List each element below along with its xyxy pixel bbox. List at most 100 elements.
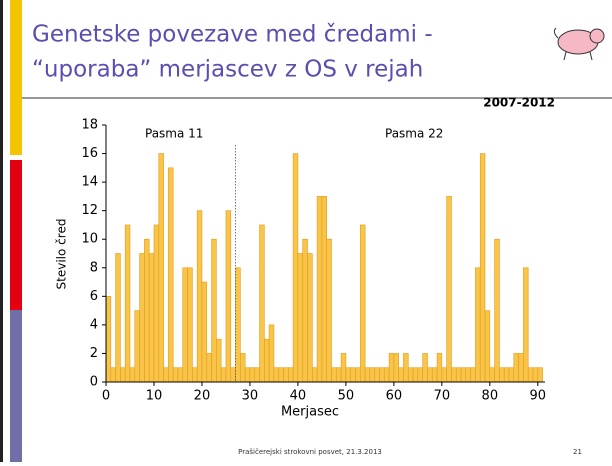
x-tick-label: 90 bbox=[530, 389, 547, 404]
bar bbox=[432, 368, 437, 382]
bar bbox=[245, 368, 250, 382]
bar bbox=[188, 268, 193, 382]
bar bbox=[279, 368, 284, 382]
y-tick-label: 2 bbox=[90, 346, 98, 361]
bar bbox=[221, 368, 226, 382]
bar bbox=[384, 368, 389, 382]
bar bbox=[192, 368, 197, 382]
bar bbox=[125, 225, 130, 382]
title-line: Genetske povezave med čredami - bbox=[32, 22, 433, 48]
bar bbox=[284, 368, 289, 382]
bar bbox=[355, 368, 360, 382]
bar bbox=[466, 368, 471, 382]
y-tick-label: 4 bbox=[90, 317, 98, 332]
bar bbox=[236, 268, 241, 382]
y-tick-label: 10 bbox=[81, 232, 98, 247]
stripe-slate bbox=[10, 310, 22, 462]
x-tick-label: 60 bbox=[386, 389, 403, 404]
bar bbox=[399, 368, 404, 382]
bar bbox=[308, 254, 313, 383]
bar bbox=[360, 225, 365, 382]
bar bbox=[418, 368, 423, 382]
bar bbox=[207, 353, 212, 382]
y-tick-label: 16 bbox=[81, 146, 98, 161]
bar bbox=[226, 211, 231, 382]
bar bbox=[351, 368, 356, 382]
bar bbox=[456, 368, 461, 382]
bar bbox=[293, 154, 298, 382]
bar bbox=[298, 254, 303, 383]
bar bbox=[461, 368, 466, 382]
bar bbox=[327, 239, 332, 382]
bar bbox=[116, 254, 121, 383]
x-tick-label: 70 bbox=[434, 389, 451, 404]
bar bbox=[260, 225, 265, 382]
bar bbox=[485, 311, 490, 382]
bar bbox=[178, 368, 183, 382]
x-tick-label: 80 bbox=[482, 389, 499, 404]
y-tick-label: 18 bbox=[81, 118, 98, 133]
bar bbox=[341, 353, 346, 382]
y-tick-label: 14 bbox=[81, 175, 98, 190]
slide: Genetske povezave med čredami - “uporaba… bbox=[0, 0, 612, 462]
bar bbox=[106, 296, 111, 382]
bar bbox=[202, 282, 207, 382]
y-tick-label: 8 bbox=[90, 260, 98, 275]
bar bbox=[250, 368, 255, 382]
x-tick-label: 20 bbox=[194, 389, 211, 404]
bar bbox=[346, 368, 351, 382]
bar bbox=[504, 368, 509, 382]
x-tick-label: 30 bbox=[242, 389, 259, 404]
bar bbox=[168, 168, 173, 382]
bar bbox=[130, 368, 135, 382]
y-axis-label: Stevilo čred bbox=[55, 219, 69, 290]
bar bbox=[159, 154, 164, 382]
bar bbox=[533, 368, 538, 382]
bar bbox=[288, 368, 293, 382]
bar bbox=[538, 368, 543, 382]
bar bbox=[514, 353, 519, 382]
bar bbox=[442, 368, 447, 382]
x-tick-label: 0 bbox=[102, 389, 110, 404]
bar bbox=[303, 239, 308, 382]
stripe-red bbox=[10, 160, 22, 310]
bar bbox=[490, 368, 495, 382]
x-tick-label: 10 bbox=[146, 389, 163, 404]
bar bbox=[509, 368, 514, 382]
bar bbox=[413, 368, 418, 382]
bar bbox=[447, 196, 452, 382]
bar bbox=[389, 353, 394, 382]
stripe-yellow bbox=[10, 0, 22, 155]
bar bbox=[183, 268, 188, 382]
bar bbox=[212, 239, 217, 382]
bar bbox=[408, 368, 413, 382]
x-axis-label: Merjasec bbox=[281, 405, 339, 420]
bar bbox=[255, 368, 260, 382]
bar bbox=[269, 325, 274, 382]
bar bbox=[394, 353, 399, 382]
bar bbox=[375, 368, 380, 382]
bar bbox=[317, 196, 322, 382]
bar bbox=[197, 211, 202, 382]
bar bbox=[519, 353, 524, 382]
bar bbox=[135, 311, 140, 382]
bar bbox=[437, 353, 442, 382]
bar bbox=[495, 239, 500, 382]
bar bbox=[331, 368, 336, 382]
bar bbox=[370, 368, 375, 382]
bar bbox=[499, 368, 504, 382]
bar bbox=[274, 368, 279, 382]
bar bbox=[403, 353, 408, 382]
footer: Prašičerejski strokovni posvet, 21.3.201… bbox=[238, 448, 382, 456]
bar bbox=[523, 268, 528, 382]
bar bbox=[471, 368, 476, 382]
bar bbox=[312, 368, 317, 382]
left-edge bbox=[0, 0, 3, 462]
page: {"slide": {"title": ["Genetske povezave … bbox=[0, 0, 612, 462]
bar bbox=[336, 368, 341, 382]
bar bbox=[216, 339, 221, 382]
bar bbox=[365, 368, 370, 382]
page-number: 21 bbox=[573, 448, 582, 456]
bar bbox=[231, 368, 236, 382]
chart-subtitle: 2007-2012 bbox=[483, 96, 555, 110]
